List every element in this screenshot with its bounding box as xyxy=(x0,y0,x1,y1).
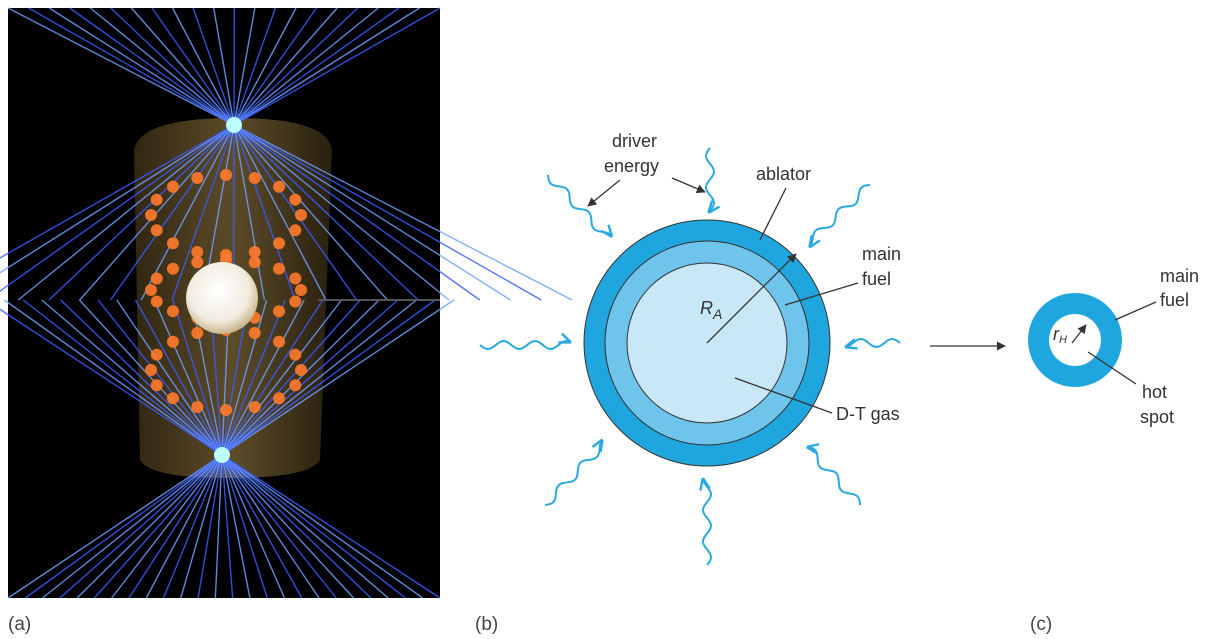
leader xyxy=(672,178,705,192)
laser-spot xyxy=(151,349,163,361)
laser-spot xyxy=(167,181,179,193)
laser-spot xyxy=(273,237,285,249)
hot-spot-label: hot xyxy=(1142,382,1167,402)
wavy-arrow xyxy=(706,148,714,212)
laser-spot xyxy=(273,305,285,317)
laser-spot xyxy=(249,256,261,268)
laser-spot xyxy=(191,256,203,268)
laser-spot xyxy=(289,349,301,361)
focus xyxy=(214,447,230,463)
laser-spot xyxy=(249,401,261,413)
wavy-arrow xyxy=(810,185,870,247)
laser-spot xyxy=(145,209,157,221)
driver-label: energy xyxy=(604,156,659,176)
laser-spot xyxy=(295,209,307,221)
radius-symbol: R xyxy=(700,298,713,318)
beam xyxy=(234,8,235,300)
figure: (a) driver energy ablator main fuel RA D… xyxy=(0,0,1211,639)
laser-spot xyxy=(220,404,232,416)
laser-spot xyxy=(167,336,179,348)
hot-spot-label: spot xyxy=(1140,407,1174,427)
leader xyxy=(760,188,786,240)
laser-spot xyxy=(167,237,179,249)
fuel-label: fuel xyxy=(1160,290,1189,310)
laser-spot xyxy=(151,194,163,206)
fuel-label: fuel xyxy=(862,269,891,289)
leader xyxy=(1115,302,1156,320)
laser-spot xyxy=(249,246,261,258)
focus xyxy=(226,117,242,133)
wavy-arrow xyxy=(480,341,570,349)
laser-spot xyxy=(151,379,163,391)
laser-spot xyxy=(289,224,301,236)
wavy-arrow xyxy=(846,339,900,347)
laser-spot xyxy=(273,263,285,275)
laser-spot xyxy=(145,364,157,376)
panel-label: (b) xyxy=(475,614,498,635)
laser-spot xyxy=(151,273,163,285)
ablator-label: ablator xyxy=(756,164,811,184)
laser-spot xyxy=(289,295,301,307)
wavy-arrow xyxy=(703,479,711,565)
radius-subscript: H xyxy=(1059,334,1067,346)
wavy-arrow xyxy=(545,440,602,505)
laser-spot xyxy=(249,327,261,339)
laser-spot xyxy=(273,336,285,348)
laser-spot xyxy=(289,379,301,391)
laser-spot xyxy=(167,392,179,404)
laser-spot xyxy=(249,172,261,184)
laser-spot xyxy=(295,284,307,296)
laser-spot xyxy=(295,364,307,376)
wavy-arrow xyxy=(548,175,612,236)
laser-spot xyxy=(167,263,179,275)
laser-spot xyxy=(289,194,301,206)
fuel-label: main xyxy=(1160,266,1199,286)
laser-spot xyxy=(191,246,203,258)
laser-spot xyxy=(151,295,163,307)
laser-spot xyxy=(151,224,163,236)
panel-label: (c) xyxy=(1030,614,1052,635)
fuel-label: main xyxy=(862,244,901,264)
panel-label: (a) xyxy=(8,614,31,635)
leader xyxy=(588,180,620,206)
laser-spot xyxy=(191,172,203,184)
laser-spot xyxy=(145,284,157,296)
laser-spot xyxy=(289,273,301,285)
photo xyxy=(0,8,572,598)
radius-subscript: A xyxy=(712,306,722,322)
laser-spot xyxy=(273,392,285,404)
laser-spot xyxy=(191,327,203,339)
gas-label: D-T gas xyxy=(836,404,900,424)
driver-label: driver xyxy=(612,131,657,151)
laser-spot xyxy=(191,401,203,413)
laser-spot xyxy=(273,181,285,193)
laser-spot xyxy=(167,305,179,317)
wavy-arrow xyxy=(808,447,860,505)
laser-spot xyxy=(220,169,232,181)
